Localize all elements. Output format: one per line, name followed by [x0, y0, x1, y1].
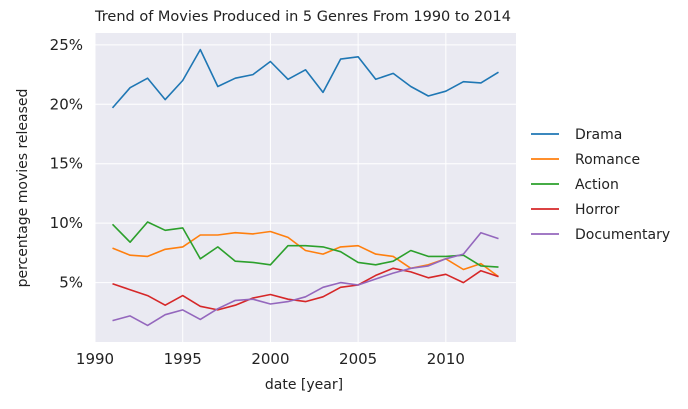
grid-y	[95, 44, 516, 284]
x-tick-label: 1995	[164, 350, 202, 368]
y-tick-label: 10%	[50, 214, 83, 232]
legend-label-horror: Horror	[575, 202, 620, 218]
series-line-action	[111, 221, 499, 268]
legend-label-action: Action	[575, 177, 619, 193]
y-tick-label: 15%	[50, 155, 83, 173]
y-axis-label: percentage movies released	[15, 89, 31, 288]
y-tick-label: 5%	[59, 274, 83, 292]
legend-label-drama: Drama	[575, 127, 622, 143]
series-line-documentary	[112, 231, 499, 327]
legend: Drama Romance Action Horror Documentary	[531, 127, 670, 243]
chart-title: Trend of Movies Produced in 5 Genres Fro…	[94, 9, 511, 25]
grid-x	[94, 33, 447, 342]
x-tick-label: 2010	[427, 350, 465, 368]
x-tick-labels: 1990 1995 2000 2005 2010	[76, 350, 465, 368]
series-layer	[111, 48, 499, 327]
y-tick-label: 25%	[50, 36, 83, 54]
y-tick-label: 20%	[50, 95, 83, 113]
series-line-drama	[111, 48, 499, 109]
plot-area	[95, 33, 516, 342]
legend-label-romance: Romance	[575, 152, 640, 168]
x-tick-label: 2005	[339, 350, 377, 368]
x-tick-label: 1990	[76, 350, 114, 368]
x-axis-label: date [year]	[265, 377, 343, 393]
legend-label-documentary: Documentary	[575, 227, 670, 243]
series-line-horror	[112, 267, 499, 311]
x-tick-label: 2000	[251, 350, 289, 368]
y-tick-labels: 5% 10% 15% 20% 25%	[50, 36, 83, 292]
